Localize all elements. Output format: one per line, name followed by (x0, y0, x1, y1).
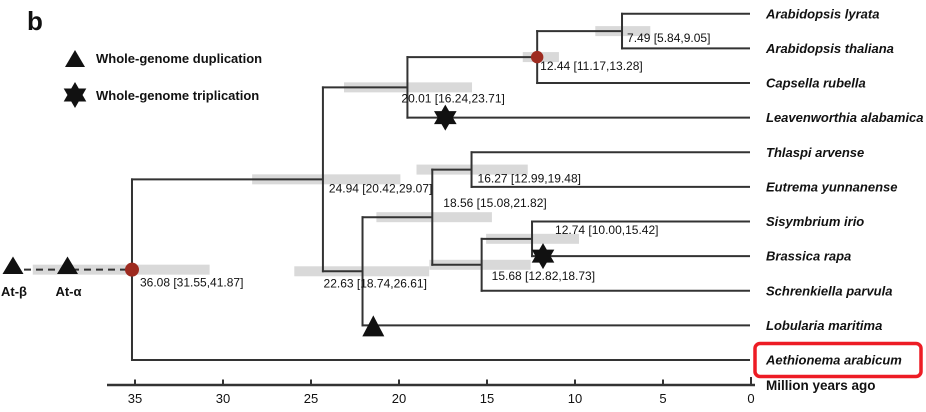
axis-title: Million years ago (766, 378, 876, 393)
axis-tick-label: 15 (480, 391, 494, 406)
node-age-label: 22.63 [18.74,26.61] (324, 276, 427, 290)
species-label: Schrenkiella parvula (766, 283, 892, 298)
node-age-label: 24.94 [20.42,29.07] (329, 181, 432, 195)
axis-tick-label: 10 (568, 391, 582, 406)
node-age-label: 12.44 [11.17,13.28] (540, 59, 643, 73)
species-label: Thlaspi arvense (766, 145, 864, 160)
highlight-box (753, 341, 923, 379)
species-label: Sisymbrium irio (766, 214, 864, 229)
node-age-label: 7.49 [5.84,9.05] (627, 31, 710, 45)
ci-bar (376, 212, 492, 223)
at-beta-triangle (2, 256, 24, 274)
axis-tick-label: 25 (304, 391, 318, 406)
axis-tick-label: 35 (128, 391, 142, 406)
panel-label: b (27, 6, 43, 36)
species-label: Leavenworthia alabamica (766, 110, 924, 125)
species-label: Eutrema yunnanense (766, 179, 898, 194)
species-label: Arabidopsis thaliana (765, 41, 894, 56)
wgd-triangle-icon (59, 49, 91, 68)
node-age-label: 12.74 [10.00,15.42] (555, 223, 658, 237)
wgt-star-marker (531, 249, 555, 270)
legend: Whole-genome duplication Whole-genome tr… (59, 45, 262, 119)
wgt-star-icon (59, 82, 91, 108)
species-label: Aethionema arabicum (765, 353, 902, 368)
at-alpha-triangle (57, 256, 78, 274)
wgt-star-marker (434, 111, 457, 131)
calibration-dot (530, 50, 544, 64)
node-age-label: 16.27 [12.99,19.48] (478, 172, 581, 186)
axis-tick-label: 30 (216, 391, 230, 406)
axis-tick-label: 0 (747, 391, 754, 406)
at-beta-label: At-β (1, 284, 27, 299)
species-label: Capsella rubella (766, 76, 866, 91)
species-label: Lobularia maritima (766, 318, 882, 333)
legend-label-duplication: Whole-genome duplication (96, 50, 263, 66)
legend-item-triplication: Whole-genome triplication (59, 82, 262, 108)
legend-label-triplication: Whole-genome triplication (96, 87, 260, 103)
at-alpha-label: At-α (55, 284, 81, 299)
calibration-dot (124, 262, 139, 277)
species-label: Brassica rapa (766, 249, 851, 264)
node-age-label: 20.01 [16.24,23.71] (401, 91, 504, 105)
node-age-label: 15.68 [12.82,18.73] (492, 269, 595, 283)
legend-item-duplication: Whole-genome duplication (59, 45, 262, 71)
node-age-label: 18.56 [15.08,21.82] (443, 196, 546, 210)
axis-tick-label: 20 (392, 391, 406, 406)
node-age-label: 36.08 [31.55,41.87] (140, 276, 243, 290)
wgd-triangle-marker (362, 315, 385, 337)
species-label: Arabidopsis lyrata (765, 6, 879, 21)
axis-tick-label: 5 (659, 391, 666, 406)
ci-bar (252, 174, 401, 185)
